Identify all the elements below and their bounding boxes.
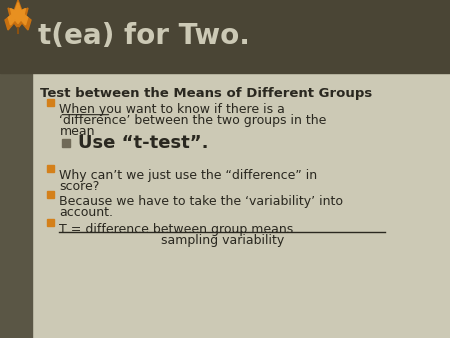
Text: Test between the Means of Different Groups: Test between the Means of Different Grou…	[40, 87, 373, 100]
Text: ‘difference’ between the two groups in the: ‘difference’ between the two groups in t…	[59, 114, 327, 127]
Bar	[47, 165, 54, 172]
Text: account.: account.	[59, 206, 113, 219]
Text: mean: mean	[59, 125, 95, 138]
Text: Why can’t we just use the “difference” in: Why can’t we just use the “difference” i…	[59, 169, 318, 182]
Polygon shape	[8, 2, 28, 25]
Bar	[47, 219, 54, 226]
Text: score?: score?	[59, 180, 100, 193]
Bar	[0, 0, 450, 73]
Bar	[47, 191, 54, 198]
Text: When you want to know if there is a: When you want to know if there is a	[59, 103, 285, 116]
Text: t(ea) for Two.: t(ea) for Two.	[38, 22, 250, 50]
Bar	[0, 0, 32, 338]
Bar	[63, 139, 70, 147]
Text: sampling variability: sampling variability	[161, 234, 284, 247]
Text: Because we have to take the ‘variability’ into: Because we have to take the ‘variability…	[59, 195, 343, 208]
Text: T = difference between group means: T = difference between group means	[59, 223, 294, 236]
Text: Use “t-test”.: Use “t-test”.	[78, 134, 209, 152]
Polygon shape	[5, 0, 31, 30]
Bar	[47, 99, 54, 106]
